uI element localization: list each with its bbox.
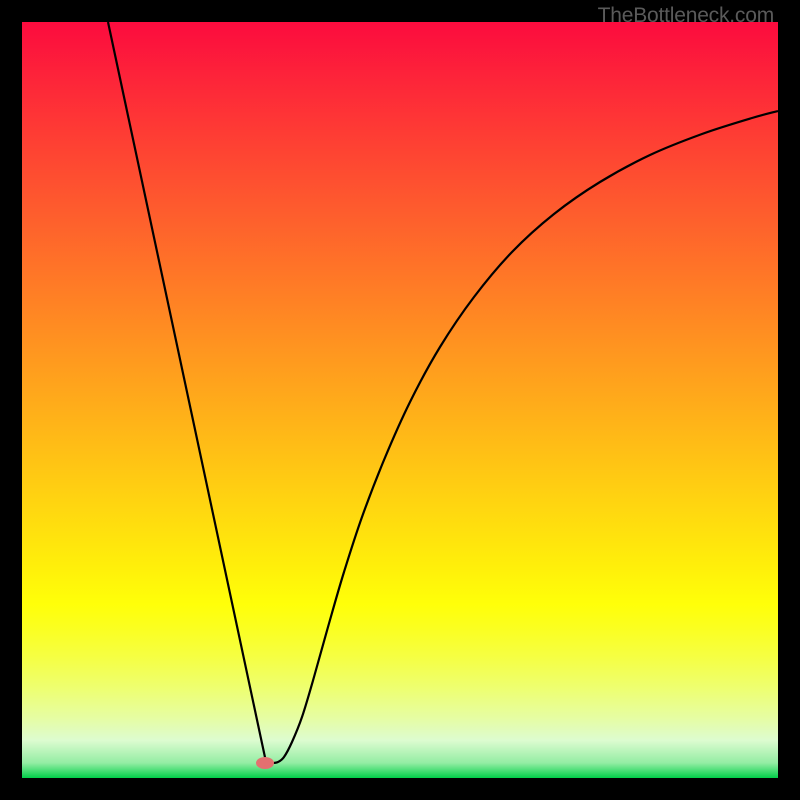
- watermark-text: TheBottleneck.com: [598, 4, 774, 28]
- gradient-background: [22, 22, 778, 778]
- plot-area: [22, 22, 778, 778]
